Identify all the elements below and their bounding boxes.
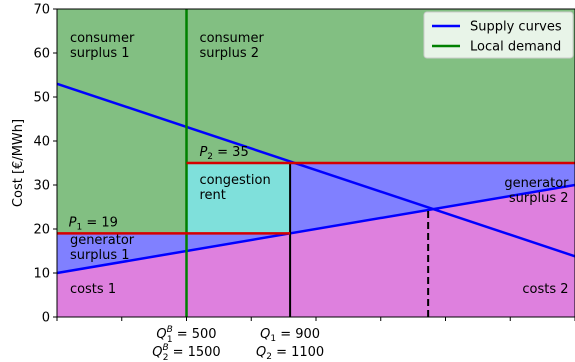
q-sub: 1	[270, 334, 276, 344]
price-var: P	[199, 145, 207, 160]
plot-frame	[56, 8, 575, 318]
region-generator-surplus-1-label: generator surplus 1	[70, 233, 135, 263]
region-label-line: rent	[199, 188, 225, 203]
region-congestion-rent	[186, 163, 291, 234]
y-tick-label: 0	[42, 311, 50, 326]
region-label-line: surplus 2	[509, 191, 569, 206]
q-value: = 1500	[168, 345, 220, 360]
region-label-line: surplus 2	[199, 46, 259, 61]
region-consumer-surplus-1	[57, 9, 187, 234]
q-sup: B	[167, 325, 173, 335]
region-label-line: costs 1	[70, 282, 116, 297]
region-label-line: consumer	[70, 31, 135, 46]
region-label-line: generator	[70, 233, 135, 248]
region-generator-surplus-2	[290, 163, 575, 234]
supply-curve-1	[56, 183, 575, 275]
q-sub: 1	[167, 335, 173, 345]
y-tick-label: 30	[33, 179, 50, 194]
region-label-line: consumer	[199, 31, 264, 46]
y-tick-label: 20	[33, 223, 50, 238]
q-var: Q	[152, 345, 162, 360]
region-costs-1	[57, 233, 291, 317]
price-label-2: P2 = 35	[199, 145, 248, 162]
legend-label-1: Supply curves	[470, 20, 562, 35]
region-label-line: costs 2	[522, 282, 568, 297]
q-value: = 1100	[272, 345, 324, 360]
y-tick-label: 40	[33, 135, 50, 150]
price-sub: 2	[207, 152, 213, 162]
y-axis-title: Cost [€/MWh]	[11, 119, 26, 207]
region-label-line: surplus 1	[70, 248, 130, 263]
region-congestion-rent-label: congestion rent	[199, 173, 270, 203]
price-sub: 1	[76, 222, 82, 232]
legend-label-2: Local demand	[470, 40, 561, 55]
q-sub: 2	[163, 353, 169, 362]
q-label-2-2: Q2 = 1100	[256, 345, 324, 362]
y-tick-label: 50	[33, 91, 50, 106]
y-tick-label: 70	[33, 3, 50, 18]
region-costs-1-label: costs 1	[70, 282, 116, 297]
q-value: = 900	[276, 327, 320, 342]
region-label-line: congestion	[199, 173, 270, 188]
region-consumer-surplus-2-label: consumer surplus 2	[199, 31, 264, 61]
region-costs-2	[290, 185, 575, 317]
q-sup: B	[163, 343, 169, 353]
supply-curve-2	[56, 82, 575, 258]
region-generator-surplus-2-label: generator surplus 2	[504, 176, 569, 206]
price-var: P	[69, 215, 77, 230]
legend-box	[423, 11, 574, 59]
q-value: = 500	[173, 327, 217, 342]
price-label-1: P1 = 19	[69, 215, 118, 232]
q-label-1-2: QB 2 = 1500	[152, 343, 220, 362]
region-costs-2-label: costs 2	[522, 282, 568, 297]
q-var: Q	[260, 327, 270, 342]
legend: Supply curves Local demand	[423, 11, 574, 59]
y-tick-label: 60	[33, 47, 50, 62]
region-label-line: surplus 1	[70, 46, 130, 61]
q-sub: 2	[266, 352, 272, 362]
q-var: Q	[156, 327, 166, 342]
region-label-line: generator	[504, 176, 569, 191]
price-value: = 19	[82, 215, 118, 230]
region-consumer-surplus-1-label: consumer surplus 1	[70, 31, 135, 61]
y-tick-label: 10	[33, 267, 50, 282]
lines-layer	[56, 9, 575, 317]
q-label-1-1: QB 1 = 500	[156, 325, 216, 345]
q-var: Q	[256, 345, 266, 360]
q-label-2-1: Q1 = 900	[260, 327, 320, 344]
price-value: = 35	[213, 145, 249, 160]
